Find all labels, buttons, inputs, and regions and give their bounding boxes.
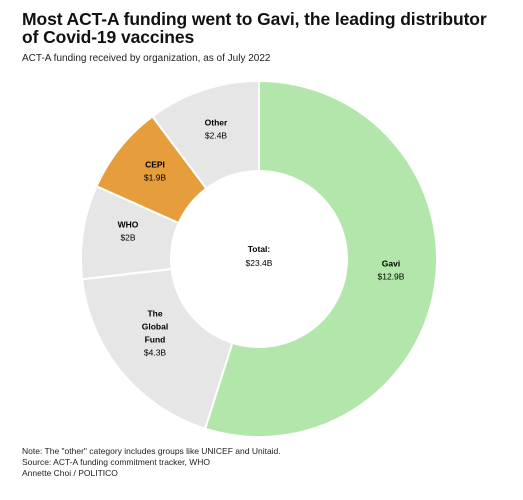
slice-label-value: $1.9B [144, 173, 167, 183]
slice-label-name: Other [205, 118, 228, 128]
slice-gavi [203, 79, 438, 438]
slice-label-name: CEPI [145, 160, 165, 170]
slice-the-global-fund [81, 267, 234, 430]
slice-label-value: $12.9B [378, 272, 405, 282]
slice-other [151, 79, 260, 190]
footer-credit: Annette Choi / POLITICO [22, 468, 118, 478]
footer-source: Source: ACT-A funding commitment tracker… [22, 457, 211, 467]
footer-note: Note: The "other" category includes grou… [22, 446, 281, 456]
donut-slices [80, 79, 438, 438]
donut-chart: Gavi $12.9B The Global Fund $4.3B WHO $2B CEPI $1… [80, 79, 438, 438]
chart-footer: Note: The "other" category includes grou… [22, 446, 281, 479]
slice-label-name: Fund [145, 335, 166, 345]
chart-title: Most ACT-A funding went to Gavi, the lea… [22, 9, 487, 47]
slice-label-name: Global [142, 322, 168, 332]
slice-labels: Gavi $12.9B The Global Fund $4.3B WHO $2B CEPI $1… [118, 118, 405, 358]
center-total-label: Total: [248, 244, 271, 254]
slice-label-name: Gavi [382, 259, 400, 269]
slice-label-value: $4.3B [144, 348, 167, 358]
slice-label-value: $2B [120, 233, 135, 243]
chart-subtitle: ACT-A funding received by organization, … [22, 53, 271, 64]
center-total-value: $23.4B [246, 258, 273, 268]
slice-label-name: The [147, 309, 162, 319]
slice-label-value: $2.4B [205, 131, 228, 141]
slice-label-name: WHO [118, 220, 139, 230]
